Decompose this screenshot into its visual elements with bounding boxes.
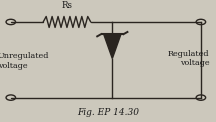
Text: Rs: Rs (62, 1, 72, 10)
Polygon shape (104, 34, 121, 59)
Text: Unregulated
voltage: Unregulated voltage (0, 52, 49, 70)
Text: Fig. EP 14.30: Fig. EP 14.30 (77, 108, 139, 117)
Text: Regulated
voltage: Regulated voltage (168, 50, 210, 67)
